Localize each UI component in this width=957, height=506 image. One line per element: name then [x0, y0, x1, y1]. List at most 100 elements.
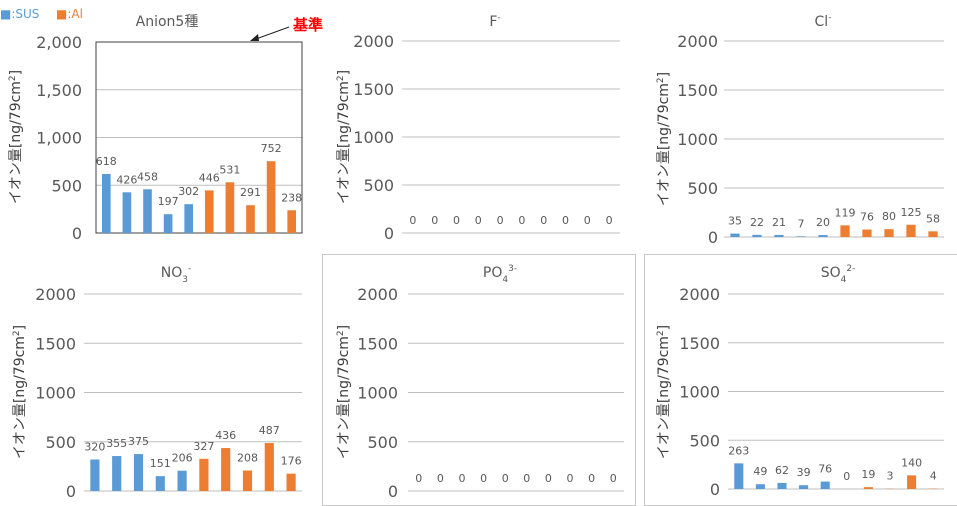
y-axis-title: イオン量[ng/79cm2] [8, 70, 24, 204]
bar [774, 235, 783, 237]
data-label: 291 [240, 186, 261, 199]
y-tick-label: 1,500 [36, 81, 82, 100]
data-label: 3 [887, 470, 894, 483]
data-label: 35 [728, 215, 742, 228]
bar [821, 482, 830, 489]
bar [156, 476, 165, 491]
data-label: 7 [798, 217, 805, 230]
data-label: 0 [584, 214, 591, 227]
bar [199, 459, 208, 491]
y-tick-label: 1000 [677, 130, 718, 149]
bar [246, 205, 255, 233]
bar [226, 182, 235, 233]
legend-sus: ■:SUS [0, 7, 39, 21]
data-label: 327 [193, 440, 214, 453]
y-tick-label: 2000 [35, 285, 76, 304]
data-label: 0 [567, 472, 574, 485]
data-label: 0 [518, 214, 525, 227]
bar [221, 448, 230, 491]
data-label: 197 [158, 195, 179, 208]
y-tick-label: 500 [687, 179, 718, 198]
data-label: 0 [431, 214, 438, 227]
bar [178, 471, 187, 491]
bar [205, 190, 214, 233]
chart-title-po4: PO43- [483, 264, 517, 285]
data-label: 140 [901, 456, 922, 469]
data-label: 0 [415, 472, 422, 485]
data-label: 19 [861, 468, 875, 481]
bar [123, 192, 132, 233]
bar [730, 234, 739, 237]
data-label: 125 [901, 206, 922, 219]
data-label: 436 [215, 429, 236, 442]
bar [777, 483, 786, 489]
data-label: 4 [930, 470, 937, 483]
chart-title-cl: Cl- [815, 13, 832, 30]
bar [184, 204, 193, 233]
data-label: 151 [150, 457, 171, 470]
y-tick-label: 0 [388, 482, 398, 501]
data-label: 0 [843, 470, 850, 483]
data-label: 0 [453, 214, 460, 227]
annotation-arrow-head [250, 34, 259, 41]
data-label: 22 [750, 216, 764, 229]
data-label: 0 [610, 472, 617, 485]
data-label: 375 [128, 435, 149, 448]
bar [907, 475, 916, 489]
y-tick-label: 0 [384, 224, 394, 243]
y-tick-label: 2000 [679, 285, 720, 304]
y-tick-label: 2000 [353, 32, 394, 51]
y-tick-label: 2,000 [36, 33, 82, 52]
data-label: 302 [178, 185, 199, 198]
y-tick-label: 0 [66, 482, 76, 501]
bar [287, 474, 296, 491]
data-label: 76 [860, 211, 874, 224]
y-axis-title: イオン量[ng/79cm2] [336, 325, 352, 459]
y-tick-label: 1000 [357, 384, 398, 403]
bar [267, 161, 276, 233]
data-label: 0 [459, 472, 466, 485]
bar [906, 225, 915, 237]
bar [884, 229, 893, 237]
data-label: 355 [106, 437, 127, 450]
y-tick-label: 0 [708, 228, 718, 247]
data-label: 21 [772, 216, 786, 229]
bar [756, 484, 765, 489]
data-label: 206 [172, 452, 193, 465]
chart-title-f: F- [489, 13, 500, 30]
y-tick-label: 500 [51, 176, 82, 195]
y-tick-label: 1500 [353, 80, 394, 99]
bar [796, 236, 805, 237]
y-tick-label: 0 [72, 224, 82, 243]
y-tick-label: 500 [689, 431, 720, 450]
y-tick-label: 1500 [677, 81, 718, 100]
data-label: 20 [816, 216, 830, 229]
y-tick-label: 1,000 [36, 129, 82, 148]
data-label: 0 [540, 214, 547, 227]
data-label: 176 [281, 455, 302, 468]
annotation-label: 基準 [292, 16, 323, 34]
bar [818, 235, 827, 237]
bar [90, 459, 99, 491]
data-label: 39 [797, 466, 811, 479]
bar [112, 456, 121, 491]
data-label: 0 [606, 214, 613, 227]
data-label: 49 [753, 465, 767, 478]
y-tick-label: 2000 [357, 285, 398, 304]
data-label: 80 [882, 210, 896, 223]
data-label: 0 [545, 472, 552, 485]
annotation-arrow-line [256, 27, 289, 39]
data-label: 0 [497, 214, 504, 227]
bar [265, 443, 274, 491]
bar [864, 487, 873, 489]
data-label: 0 [502, 472, 509, 485]
y-tick-label: 500 [45, 433, 76, 452]
bar [287, 210, 296, 233]
data-label: 531 [219, 163, 240, 176]
data-label: 119 [835, 206, 856, 219]
data-label: 0 [588, 472, 595, 485]
y-tick-label: 500 [363, 176, 394, 195]
y-tick-label: 1500 [35, 334, 76, 353]
y-tick-label: 1500 [679, 334, 720, 353]
